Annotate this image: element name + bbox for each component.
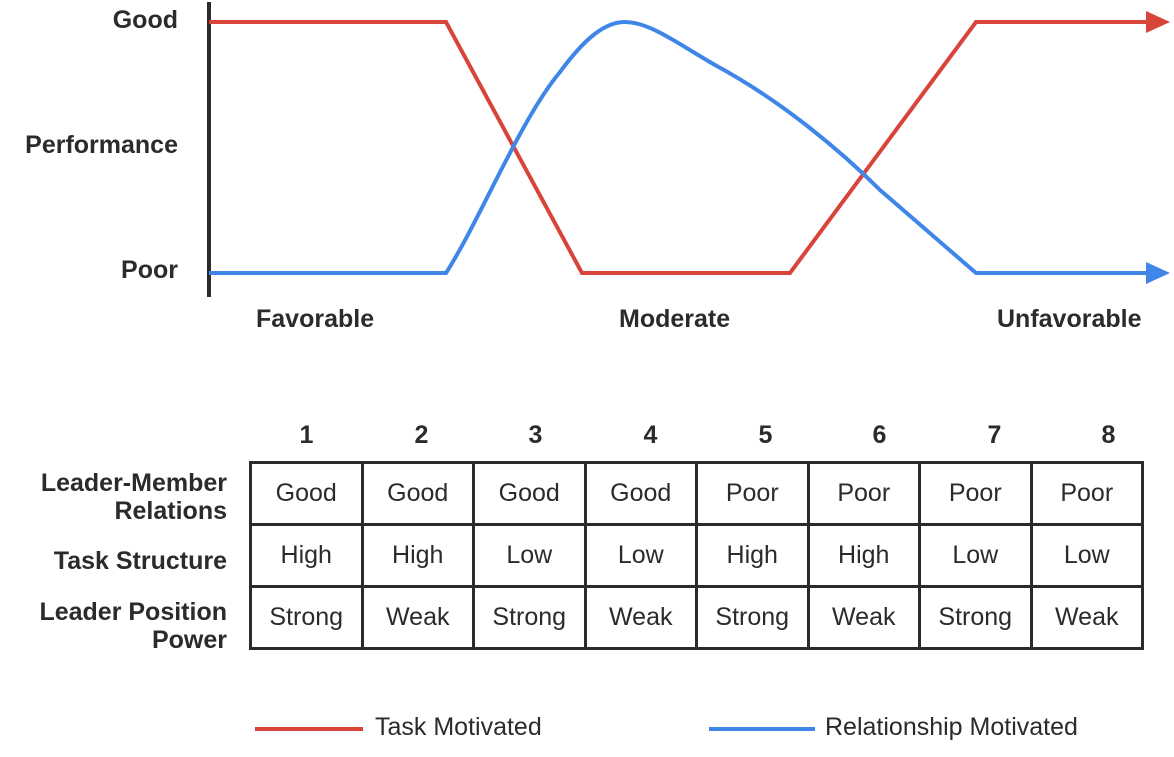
table-cell: Poor xyxy=(918,461,1033,526)
column-number: 8 xyxy=(1101,421,1116,449)
table-cell: Weak xyxy=(583,585,698,650)
x-label-unfavorable: Unfavorable xyxy=(997,305,1142,333)
table-cell: Good xyxy=(472,461,587,526)
x-label-moderate: Moderate xyxy=(619,305,731,333)
row-label-leader-position-power: Leader Position Power xyxy=(39,598,227,654)
table-row: High High Low Low High High Low Low xyxy=(249,523,1144,588)
table-cell: Low xyxy=(1029,523,1144,588)
table-cell: Good xyxy=(583,461,698,526)
row-label-line: Power xyxy=(151,626,227,654)
legend-task-label: Task Motivated xyxy=(375,713,542,741)
table-cell: Low xyxy=(918,523,1033,588)
y-label-performance: Performance xyxy=(25,131,178,159)
column-number: 5 xyxy=(758,421,773,449)
column-number: 1 xyxy=(299,421,314,449)
task-motivated-line xyxy=(209,20,1150,275)
table-cell: High xyxy=(249,523,364,588)
y-label-good: Good xyxy=(112,6,178,34)
table-cell: Poor xyxy=(1029,461,1144,526)
x-label-favorable: Favorable xyxy=(256,305,375,333)
table-cell: Strong xyxy=(695,585,810,650)
table-cell: Strong xyxy=(249,585,364,650)
column-number: 7 xyxy=(987,421,1002,449)
task-motivated-arrowhead xyxy=(1146,11,1170,33)
table-row: Strong Weak Strong Weak Strong Weak Stro… xyxy=(249,585,1144,650)
table-cell: Low xyxy=(472,523,587,588)
table-row: Good Good Good Good Poor Poor Poor Poor xyxy=(249,461,1144,526)
table-cell: Good xyxy=(360,461,475,526)
legend-relationship-swatch xyxy=(709,727,815,731)
column-number: 4 xyxy=(643,421,658,449)
legend-task-swatch xyxy=(255,727,363,731)
row-label-task-structure: Task Structure xyxy=(54,547,227,575)
table-cell: Good xyxy=(249,461,364,526)
table-cell: Weak xyxy=(1029,585,1144,650)
table-cell: Strong xyxy=(918,585,1033,650)
row-label-line: Relations xyxy=(114,497,227,525)
row-label-leader-member-relations: Leader-Member Relations xyxy=(41,469,227,525)
table-cell: Poor xyxy=(806,461,921,526)
relationship-motivated-arrowhead xyxy=(1146,262,1170,284)
table-cell: Weak xyxy=(806,585,921,650)
table-cell: Strong xyxy=(472,585,587,650)
table-cell: Poor xyxy=(695,461,810,526)
column-number: 3 xyxy=(528,421,543,449)
legend-relationship-label: Relationship Motivated xyxy=(825,713,1078,741)
column-number: 2 xyxy=(414,421,429,449)
table-cell: Weak xyxy=(360,585,475,650)
row-label-line: Task Structure xyxy=(53,547,227,575)
table-cell: High xyxy=(806,523,921,588)
row-label-line: Leader Position xyxy=(39,598,227,626)
y-label-poor: Poor xyxy=(121,256,178,284)
relationship-motivated-line xyxy=(209,19,1150,275)
situation-table: Good Good Good Good Poor Poor Poor Poor … xyxy=(249,461,1144,650)
table-cell: High xyxy=(695,523,810,588)
column-number: 6 xyxy=(872,421,887,449)
table-cell: Low xyxy=(583,523,698,588)
performance-chart xyxy=(207,2,1170,297)
table-cell: High xyxy=(360,523,475,588)
row-label-line: Leader-Member xyxy=(40,469,227,497)
